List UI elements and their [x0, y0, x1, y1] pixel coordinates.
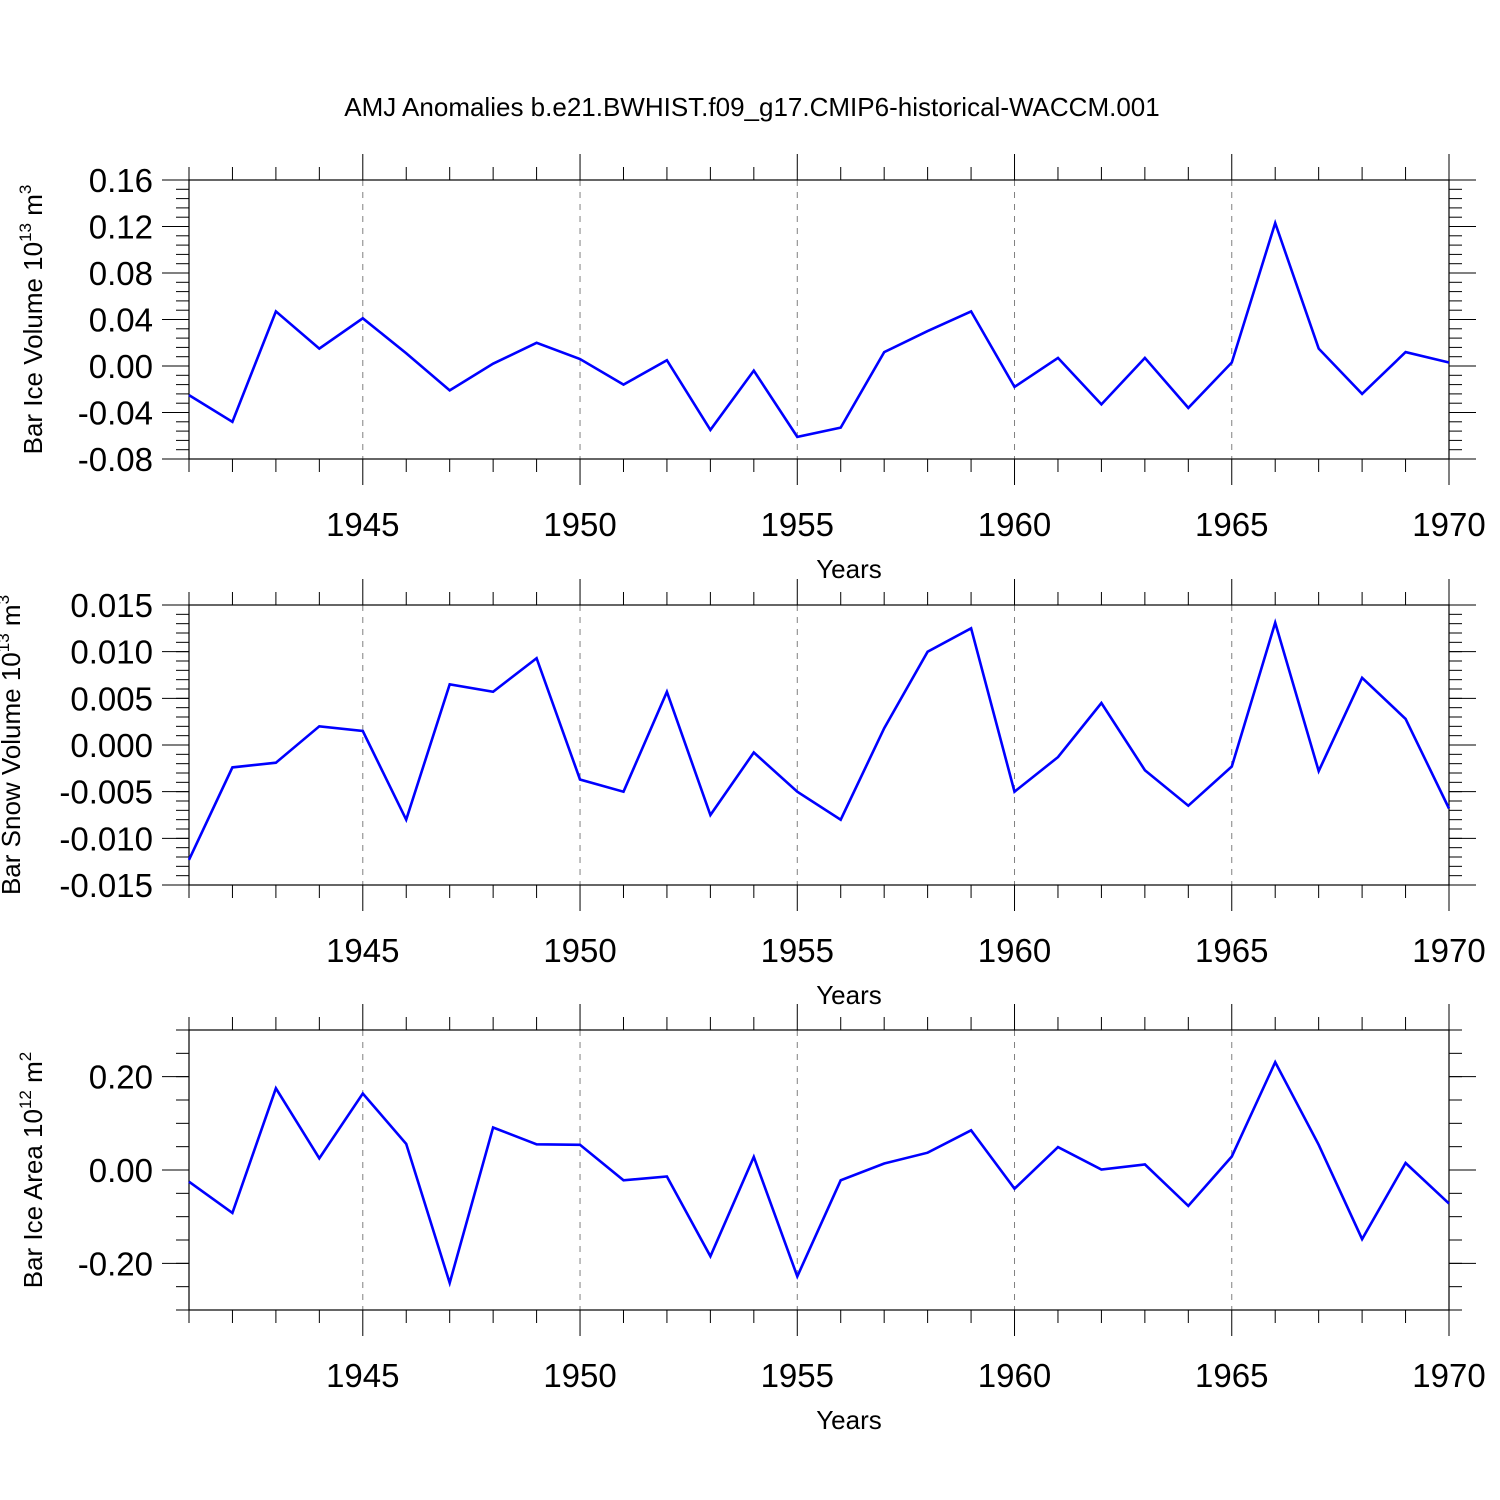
y-tick-label: 0.00: [89, 1152, 153, 1189]
x-axis-label: Years: [816, 1405, 882, 1435]
y-tick-label: -0.015: [59, 867, 153, 904]
y-tick-label: -0.08: [78, 441, 153, 478]
plot-frame: [188, 179, 1450, 460]
figure-title: AMJ Anomalies b.e21.BWHIST.f09_g17.CMIP6…: [344, 92, 1159, 122]
x-tick-label: 1945: [326, 932, 399, 969]
x-tick-label: 1960: [978, 506, 1051, 543]
x-tick-label: 1945: [326, 506, 399, 543]
y-label-exponent: 13: [0, 633, 13, 652]
series-line-snow-volume: [187, 618, 1451, 861]
y-tick-label: 0.010: [70, 634, 153, 671]
y-label-unit-exponent: 2: [16, 1052, 35, 1061]
y-tick-label: -0.010: [59, 820, 153, 857]
x-tick-label: 1960: [978, 1357, 1051, 1394]
x-axis-label: Years: [816, 554, 882, 584]
y-tick-label: 0.12: [89, 209, 153, 246]
y-tick-label: 0.015: [70, 587, 153, 624]
y-tick-label: -0.20: [78, 1245, 153, 1282]
y-label-unit: m: [18, 194, 48, 223]
x-tick-label: 1965: [1195, 506, 1268, 543]
y-label-base: Bar Snow Volume 10: [0, 652, 26, 895]
x-tick-label: 1955: [761, 1357, 834, 1394]
plot-frame: [188, 604, 1450, 886]
x-tick-label: 1945: [326, 1357, 399, 1394]
chart-snow-volume: -0.015 -0.010 -0.005 0.000 0.005 0.010 0.015 19…: [0, 579, 1486, 1010]
chart-ice-area: -0.20 0.00 0.20 1945 1950 1955 1960 1965 1970 Yea…: [16, 1004, 1486, 1435]
y-tick-label: -0.005: [59, 774, 153, 811]
series-line-ice-volume: [188, 218, 1450, 439]
x-tick-label: 1970: [1412, 1357, 1485, 1394]
y-tick-label: 0.04: [89, 302, 153, 339]
y-axis-label: Bar Ice Volume 1013 m3: [16, 185, 48, 455]
y-label-exponent: 12: [16, 1090, 35, 1109]
y-tick-label: 0.20: [89, 1059, 153, 1096]
y-label-unit-exponent: 3: [16, 185, 35, 194]
y-label-unit: m: [0, 604, 26, 633]
y-tick-label: 0.005: [70, 680, 153, 717]
x-tick-label: 1955: [761, 932, 834, 969]
x-tick-label: 1960: [978, 932, 1051, 969]
plot-frame: [188, 1029, 1450, 1311]
chart-ice-volume: -0.08 -0.04 0.00 0.04 0.08 0.12 0.16 1945 1950 19…: [16, 154, 1486, 584]
x-tick-label: 1965: [1195, 1357, 1268, 1394]
x-tick-label: 1950: [543, 932, 616, 969]
x-tick-label: 1970: [1412, 506, 1485, 543]
x-tick-label: 1955: [761, 506, 834, 543]
y-label-unit: m: [18, 1061, 48, 1090]
y-axis-label: Bar Ice Area 1012 m2: [16, 1052, 48, 1289]
y-label-unit-exponent: 3: [0, 595, 13, 604]
y-label-base: Bar Ice Volume 10: [18, 242, 48, 454]
y-label-exponent: 13: [16, 223, 35, 242]
series-line-ice-area: [188, 1059, 1450, 1288]
y-label-base: Bar Ice Area 10: [18, 1109, 48, 1288]
y-axis-label: Bar Snow Volume 1013 m3: [0, 595, 26, 895]
x-axis-label: Years: [816, 980, 882, 1010]
x-tick-label: 1965: [1195, 932, 1268, 969]
y-tick-label: 0.08: [89, 255, 153, 292]
x-tick-label: 1970: [1412, 932, 1485, 969]
x-tick-label: 1950: [543, 1357, 616, 1394]
x-tick-label: 1950: [543, 506, 616, 543]
y-tick-label: 0.00: [89, 348, 153, 385]
y-tick-label: 0.16: [89, 162, 153, 199]
y-tick-label: -0.04: [78, 395, 153, 432]
y-tick-label: 0.000: [70, 727, 153, 764]
